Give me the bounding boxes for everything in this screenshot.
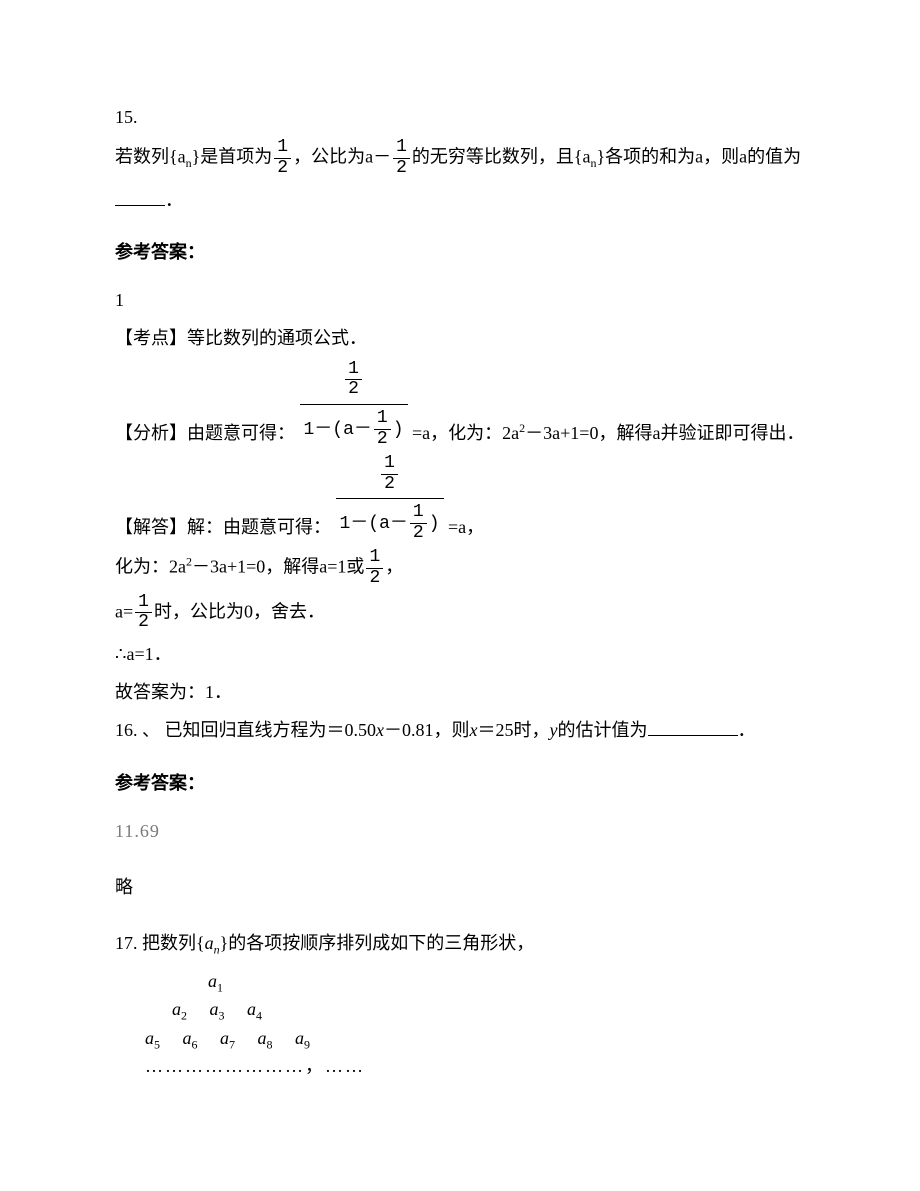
q15-text-after-an1: }是首项为 xyxy=(192,147,273,167)
q16-stem: 16. 、 已知回归直线方程为＝0.50x－0.81，则x＝25时，y的估计值为… xyxy=(115,713,810,747)
q16-text-mid: －0.81，则 xyxy=(384,720,470,740)
table-row: a1 xyxy=(145,968,810,997)
q15-text-pre: 若数列{a xyxy=(115,147,186,167)
q15-simplify-line: 化为：2a2－3a+1=0，解得a=1或12， xyxy=(115,548,810,589)
q15-simplify-mid: －3a+1=0，解得a=1或 xyxy=(192,556,364,576)
q15-analysis-line: 【分析】由题意可得： 12 1－(a－12) =a，化为：2a2－3a+1=0，… xyxy=(115,360,810,450)
q16-var-x-2: x xyxy=(470,720,478,740)
q16-answer-blank xyxy=(648,717,738,736)
table-row: a5 a6 a7 a8 a9 xyxy=(145,1025,810,1054)
q15-simplify-frac: 12 xyxy=(364,548,385,589)
q16-sep: 、 xyxy=(142,720,160,740)
q15-text-mid1: ，公比为a－ xyxy=(293,147,391,167)
q15-frac-2: 12 xyxy=(391,138,412,179)
q15-analysis-bigfrac: 12 1－(a－12) xyxy=(300,360,408,450)
q15-period: ． xyxy=(165,190,183,210)
q15-solve-bigfrac: 12 1－(a－12) xyxy=(336,454,444,544)
q15-solve-line: 【解答】解：由题意可得： 12 1－(a－12) =a， xyxy=(115,454,810,544)
q15-topic: 【考点】等比数列的通项公式． xyxy=(115,321,810,355)
q17-stem: 17. 把数列{an}的各项按顺序排列成如下的三角形状， xyxy=(115,926,810,961)
q15-answer: 1 xyxy=(115,283,810,317)
q15-reject-post: 时，公比为0，舍去． xyxy=(154,601,325,621)
q16-var-x-1: x xyxy=(376,720,384,740)
q17-triangle: a1 a2 a3 a4 a5 a6 a7 a8 a9 ……………………，…… xyxy=(145,968,810,1081)
q15-answer-blank xyxy=(115,187,165,206)
q15-frac-1: 12 xyxy=(272,138,293,179)
q15-analysis-tail: －3a+1=0，解得a并验证即可得出． xyxy=(525,423,804,443)
q15-simplify-pre: 化为：2a xyxy=(115,556,186,576)
q17-number: 17. xyxy=(115,933,138,953)
q17-seq-expr: {an} xyxy=(196,933,228,953)
q15-final: 故答案为：1． xyxy=(115,675,810,709)
q16-period: ． xyxy=(738,720,756,740)
q15-reject-frac: 12 xyxy=(133,593,154,634)
q16-var-y: y xyxy=(550,720,558,740)
q15-text-after-an2: }各项的和为a，则a的值为 xyxy=(597,147,802,167)
q15-therefore: ∴a=1． xyxy=(115,637,810,671)
q16-text-xeq: ＝25时， xyxy=(478,720,550,740)
page-root: 15. 若数列{an}是首项为12，公比为a－12的无穷等比数列，且{an}各项… xyxy=(0,0,920,1191)
q16-text-post: 的估计值为 xyxy=(558,720,648,740)
q15-text-mid2: 的无穷等比数列，且{a xyxy=(412,147,591,167)
q15-solve-rhs: =a， xyxy=(448,517,484,537)
q16-answer: 11.69 xyxy=(115,814,810,848)
q15-analysis-label: 【分析】由题意可得： xyxy=(115,423,295,443)
q15-reject-line: a=12时，公比为0，舍去． xyxy=(115,593,810,634)
q15-reject-pre: a= xyxy=(115,601,133,621)
table-row: a2 a3 a4 xyxy=(145,996,810,1025)
q16-omit: 略 xyxy=(115,870,810,904)
q16-ref-heading: 参考答案： xyxy=(115,766,810,800)
q16-text-pre: 已知回归直线方程为＝0.50 xyxy=(165,720,377,740)
q15-analysis-rhs: =a，化为：2a xyxy=(412,423,519,443)
q17-dots: ……………………，…… xyxy=(145,1053,810,1080)
q15-stem: 若数列{an}是首项为12，公比为a－12的无穷等比数列，且{an}各项的和为a… xyxy=(115,138,810,179)
q16-number: 16. xyxy=(115,720,138,740)
q17-text-post: 的各项按顺序排列成如下的三角形状， xyxy=(228,933,534,953)
q17-text-pre: 把数列 xyxy=(142,933,196,953)
q15-simplify-end: ， xyxy=(385,556,403,576)
q15-solve-label: 【解答】解：由题意可得： xyxy=(115,517,331,537)
q15-ref-heading: 参考答案： xyxy=(115,235,810,269)
q15-number: 15. xyxy=(115,100,810,134)
q15-blank-line: ． xyxy=(115,183,810,217)
